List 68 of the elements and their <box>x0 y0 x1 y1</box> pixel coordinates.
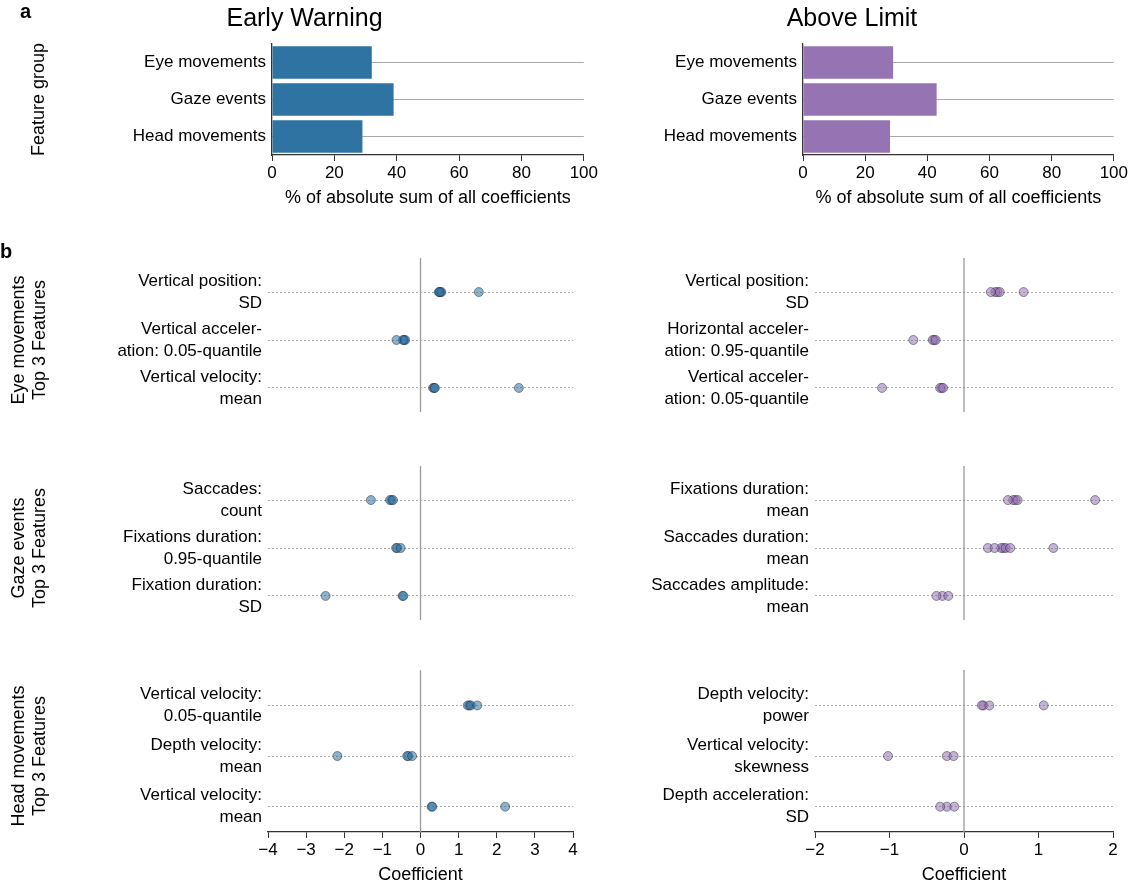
y-tick-label: Vertical velocity: skewness <box>687 734 809 776</box>
text: b <box>0 240 13 263</box>
x-tick-label: 100 <box>1099 162 1129 182</box>
y-tick-label: Fixations duration: 0.95-quantile <box>123 526 262 568</box>
x-axis-title: % of absolute sum of all coefficients <box>284 187 571 208</box>
bar <box>803 83 937 116</box>
y-tick-label: Depth acceleration: SD <box>662 785 809 827</box>
x-tick-label: 1 <box>453 839 464 859</box>
chart-title: Early Warning <box>226 2 383 31</box>
x-tick-label: 20 <box>324 162 344 182</box>
y-tick-label: Saccades duration: mean <box>663 526 809 568</box>
bar <box>803 46 894 79</box>
x-tick-label: −2 <box>805 839 825 859</box>
bar <box>272 83 394 116</box>
y-tick-label: Vertical velocity: 0.05-quantile <box>140 684 262 726</box>
x-tick-label: −2 <box>334 839 354 859</box>
x-tick-label: 2 <box>492 839 502 859</box>
x-tick-label: 2 <box>1108 839 1118 859</box>
y-tick-label: Vertical acceler- ation: 0.05-quantile <box>117 318 262 360</box>
x-tick-label: −1 <box>372 839 393 859</box>
y-tick-label: Vertical velocity: mean <box>140 785 262 827</box>
x-tick-label: 1 <box>1033 839 1044 859</box>
x-tick-label: 4 <box>568 839 578 859</box>
x-axis-title: % of absolute sum of all coefficients <box>815 187 1102 208</box>
y-tick-label: Depth velocity: mean <box>150 734 262 776</box>
x-tick-label: 0 <box>267 162 277 182</box>
y-tick-label: Head movements <box>132 126 266 146</box>
y-tick-label: Fixation duration: SD <box>131 574 262 616</box>
y-tick-label: Head movements <box>663 126 797 146</box>
x-tick-label: 100 <box>569 162 599 182</box>
x-tick-label: −3 <box>296 839 316 859</box>
y-tick-label: Saccades amplitude: mean <box>651 574 809 616</box>
y-tick-label: Gaze events <box>170 89 266 109</box>
x-tick-label: 80 <box>1042 162 1062 182</box>
y-tick-label: Gaze events <box>701 89 797 109</box>
y-tick-label: Eye movements <box>675 52 797 72</box>
x-tick-label: 0 <box>959 839 969 859</box>
x-tick-label: 60 <box>980 162 999 182</box>
y-axis-title: Feature group <box>27 42 48 157</box>
y-tick-label: Fixations duration: mean <box>670 478 809 520</box>
y-axis-title: Head movements Top 3 Features <box>7 685 50 827</box>
text: a <box>20 0 32 23</box>
y-tick-label: Depth velocity: power <box>697 684 810 726</box>
y-tick-label: Eye movements <box>144 52 266 72</box>
y-tick-label: Vertical velocity: mean <box>140 366 262 408</box>
bar <box>272 120 363 153</box>
y-tick-label: Vertical acceler- ation: 0.05-quantile <box>664 366 809 408</box>
y-axis-title: Eye movements Top 3 Features <box>7 275 50 405</box>
x-tick-label: 20 <box>855 162 875 182</box>
chart-title: Above Limit <box>786 2 918 31</box>
x-tick-label: 0 <box>415 839 426 859</box>
x-tick-label: 80 <box>511 162 531 182</box>
x-tick-label: 40 <box>387 162 407 182</box>
x-tick-label: 60 <box>449 162 469 182</box>
y-tick-label: Horizontal acceler- ation: 0.95-quantile <box>664 318 809 360</box>
bar <box>272 46 372 79</box>
x-tick-label: −4 <box>258 839 278 859</box>
y-tick-label: Vertical position: SD <box>138 270 262 312</box>
x-tick-label: 3 <box>530 839 540 859</box>
x-tick-label: −1 <box>879 839 900 859</box>
bar <box>803 120 891 153</box>
x-axis-title: Coefficient <box>921 864 1007 885</box>
y-axis-title: Gaze events Top 3 Features <box>7 487 50 609</box>
x-tick-label: 0 <box>798 162 808 182</box>
x-tick-label: 40 <box>917 162 937 182</box>
y-tick-label: Vertical position: SD <box>685 270 809 312</box>
x-axis-title: Coefficient <box>378 864 463 885</box>
y-tick-label: Saccades: count <box>182 478 263 520</box>
